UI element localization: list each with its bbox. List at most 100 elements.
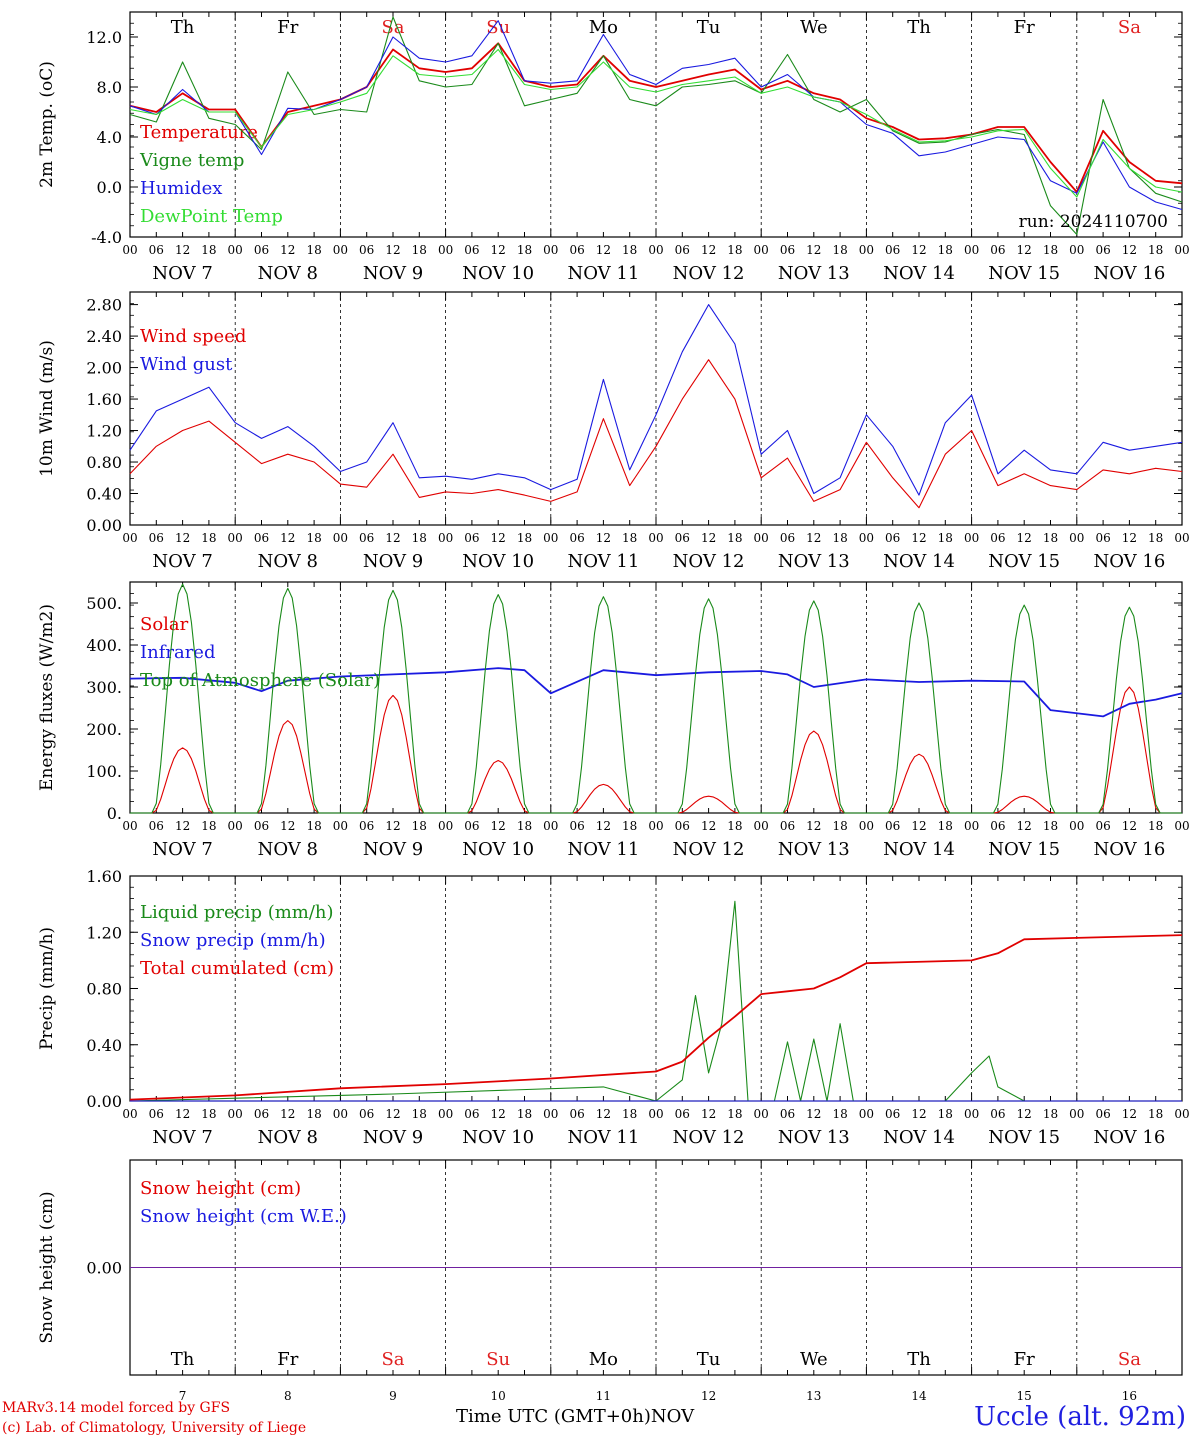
hour-tick-label: 12 [911,819,926,833]
hour-tick-label: 06 [149,531,164,545]
hour-tick-label: 18 [306,243,321,257]
hour-tick-label: 06 [359,531,374,545]
weekday-label: We [800,1349,828,1370]
hour-tick-label: 18 [517,531,532,545]
hour-tick-label: 18 [622,819,637,833]
hour-tick-label: 00 [964,531,979,545]
legend-entry: Liquid precip (mm/h) [140,902,334,923]
weekday-label: Sa [1118,1349,1141,1370]
credit-line-1: MARv3.14 model forced by GFS [2,1400,231,1416]
hour-tick-label: 18 [1043,531,1058,545]
weekday-label: Fr [1014,1349,1035,1370]
hour-tick-label: 12 [806,531,821,545]
day-number-label: 16 [1122,1389,1137,1403]
hour-tick-label: 00 [333,531,348,545]
hour-tick-label: 12 [385,819,400,833]
hour-tick-label: 06 [359,243,374,257]
date-label: NOV 11 [567,1127,639,1148]
hour-tick-label: 12 [385,1107,400,1121]
series-line [129,42,1183,193]
weekday-label: We [800,17,828,38]
hour-tick-label: 06 [1095,819,1110,833]
hour-tick-label: 18 [1043,819,1058,833]
hour-tick-label: 18 [1148,531,1163,545]
hour-tick-label: 06 [464,819,479,833]
hour-tick-label: 00 [1069,243,1084,257]
hour-tick-label: 18 [938,1107,953,1121]
hour-tick-label: 00 [859,1107,874,1121]
hour-tick-label: 06 [1095,1107,1110,1121]
date-label: NOV 7 [152,1127,212,1148]
hour-tick-label: 06 [675,1107,690,1121]
hour-tick-label: 06 [254,531,269,545]
weekday-label: Su [486,1349,510,1370]
hour-tick-label: 12 [701,531,716,545]
y-tick-label: 1.20 [86,422,122,441]
hour-tick-label: 06 [359,819,374,833]
weekday-label: Sa [381,1349,404,1370]
y-axis-label: Precip (mm/h) [37,927,57,1050]
date-label: NOV 9 [363,551,423,572]
date-label: NOV 10 [462,263,534,284]
hour-tick-label: 18 [622,243,637,257]
series-line [129,304,1183,496]
weekday-label: Tu [697,1349,721,1370]
day-number-label: 12 [701,1389,716,1403]
hour-tick-label: 06 [990,531,1005,545]
hour-tick-label: 06 [780,531,795,545]
hour-tick-label: 00 [964,1107,979,1121]
hour-tick-label: 12 [1122,531,1137,545]
hour-tick-label: 00 [543,243,558,257]
hour-tick-label: 18 [412,243,427,257]
legend-entry: Snow height (cm W.E.) [140,1206,347,1227]
hour-tick-label: 00 [1174,243,1189,257]
time-axis-label: Time UTC (GMT+0h)NOV [456,1406,694,1427]
hour-tick-label: 12 [175,531,190,545]
hour-tick-label: 18 [622,531,637,545]
hour-tick-label: 06 [149,819,164,833]
hour-tick-label: 18 [938,531,953,545]
hour-tick-label: 00 [1069,819,1084,833]
hour-tick-label: 06 [990,243,1005,257]
location-label: Uccle (alt. 92m) [974,1402,1186,1432]
series-line [129,48,1183,198]
hour-tick-label: 06 [254,819,269,833]
weekday-label: Th [171,1349,195,1370]
hour-tick-label: 06 [359,1107,374,1121]
y-axis-label: Energy fluxes (W/m2) [37,604,57,791]
date-label: NOV 8 [258,551,318,572]
weekday-label: Mo [589,1349,618,1370]
hour-tick-label: 12 [701,1107,716,1121]
y-tick-label: 0.40 [86,485,122,504]
date-label: NOV 12 [673,839,745,860]
hour-tick-label: 18 [517,243,532,257]
hour-tick-label: 06 [464,1107,479,1121]
hour-tick-label: 06 [569,1107,584,1121]
y-tick-label: 1.20 [86,923,122,942]
date-label: NOV 13 [778,263,850,284]
hour-tick-label: 06 [464,243,479,257]
hour-tick-label: 00 [228,531,243,545]
date-label: NOV 15 [988,839,1060,860]
weekday-label: Mo [589,17,618,38]
y-tick-label: 0.40 [86,1036,122,1055]
hour-tick-label: 12 [911,531,926,545]
hour-tick-label: 00 [754,1107,769,1121]
hour-tick-label: 18 [727,819,742,833]
y-axis-label: 10m Wind (m/s) [37,340,57,477]
hour-tick-label: 18 [306,531,321,545]
hour-tick-label: 06 [780,819,795,833]
day-number-label: 13 [806,1389,821,1403]
day-number-label: 11 [596,1389,611,1403]
legend-entry: Wind speed [140,326,246,347]
hour-tick-label: 00 [1069,1107,1084,1121]
hour-tick-label: 06 [990,1107,1005,1121]
date-label: NOV 8 [258,1127,318,1148]
hour-tick-label: 00 [648,243,663,257]
hour-tick-label: 00 [228,1107,243,1121]
hour-tick-label: 12 [806,243,821,257]
hour-tick-label: 12 [911,1107,926,1121]
legend-entry: Snow height (cm) [140,1178,301,1199]
y-tick-label: 300. [86,678,122,697]
date-label: NOV 8 [258,263,318,284]
